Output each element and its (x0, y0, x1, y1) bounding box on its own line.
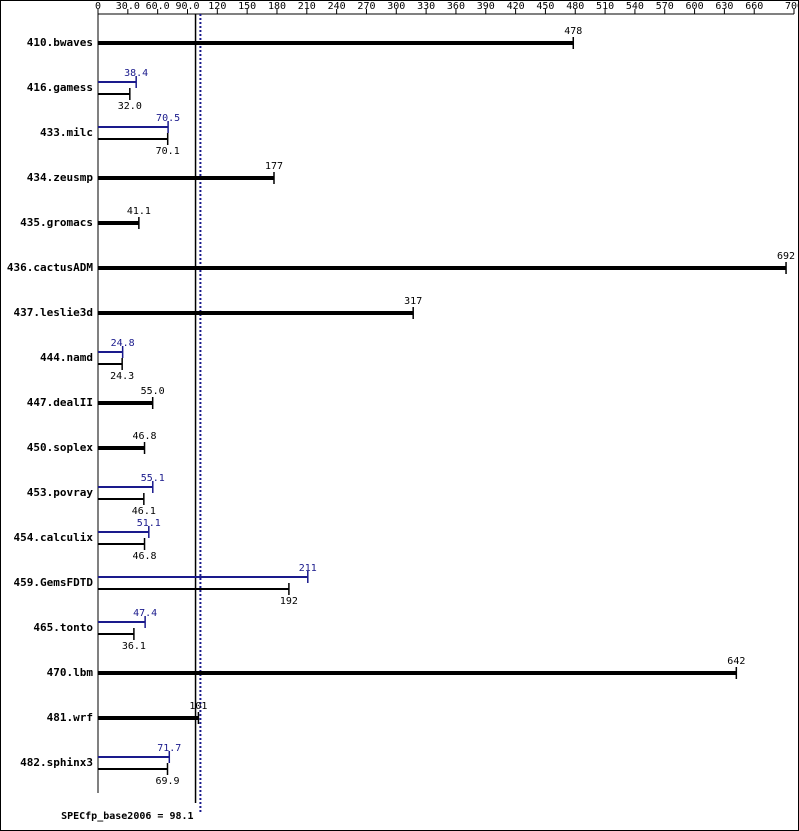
category-label: 433.milc (40, 126, 93, 139)
x-tick-label: 180 (268, 1, 286, 12)
value-label: 46.1 (132, 506, 156, 517)
value-label: 38.4 (124, 68, 148, 79)
value-label: 101 (189, 701, 207, 712)
category-label: 453.povray (27, 486, 94, 499)
value-label: 192 (280, 596, 298, 607)
category-label: 416.gamess (27, 81, 93, 94)
x-tick-label: 360 (447, 1, 465, 12)
x-tick-label: 390 (477, 1, 495, 12)
x-tick-label: 210 (298, 1, 316, 12)
value-label: 692 (777, 251, 795, 262)
x-tick-label: 510 (596, 1, 614, 12)
value-label: 46.8 (132, 551, 156, 562)
x-tick-label: 660 (745, 1, 763, 12)
reference-label: SPECfp_base2006 = 98.1 (61, 811, 193, 822)
value-label: 24.8 (111, 338, 135, 349)
category-label: 437.leslie3d (14, 306, 93, 319)
category-label: 447.dealII (27, 396, 93, 409)
category-label: 434.zeusmp (27, 171, 94, 184)
x-tick-label: 30.0 (116, 1, 140, 12)
x-tick-label: 630 (715, 1, 733, 12)
x-tick-label: 600 (686, 1, 704, 12)
category-label: 454.calculix (14, 531, 94, 544)
x-tick-label: 540 (626, 1, 644, 12)
x-tick-label: 120 (208, 1, 226, 12)
value-label: 177 (265, 161, 283, 172)
value-label: 642 (727, 656, 745, 667)
category-label: 465.tonto (33, 621, 93, 634)
value-label: 32.0 (118, 101, 142, 112)
category-label: 435.gromacs (20, 216, 93, 229)
x-tick-label: 330 (417, 1, 435, 12)
value-label: 70.1 (156, 146, 180, 157)
x-tick-label: 700 (785, 1, 799, 12)
x-tick-label: 450 (536, 1, 554, 12)
x-tick-label: 570 (656, 1, 674, 12)
value-label: 211 (299, 563, 317, 574)
x-tick-label: 300 (387, 1, 405, 12)
value-label: 51.1 (137, 518, 161, 529)
category-label: 459.GemsFDTD (14, 576, 94, 589)
category-label: 436.cactusADM (7, 261, 93, 274)
x-tick-label: 60.0 (146, 1, 170, 12)
x-tick-label: 420 (507, 1, 525, 12)
category-label: 470.lbm (47, 666, 94, 679)
x-tick-label: 90.0 (175, 1, 199, 12)
category-label: 481.wrf (47, 711, 93, 724)
value-label: 36.1 (122, 641, 146, 652)
category-label: 444.namd (40, 351, 93, 364)
value-label: 478 (564, 26, 582, 37)
category-label: 450.soplex (27, 441, 94, 454)
value-label: 69.9 (155, 776, 179, 787)
x-tick-label: 480 (566, 1, 584, 12)
value-label: 24.3 (110, 371, 134, 382)
x-tick-label: 0 (95, 1, 101, 12)
category-label: 410.bwaves (27, 36, 93, 49)
value-label: 70.5 (156, 113, 180, 124)
x-tick-label: 270 (357, 1, 375, 12)
x-tick-label: 240 (328, 1, 346, 12)
value-label: 41.1 (127, 206, 151, 217)
value-label: 71.7 (157, 743, 181, 754)
value-label: 47.4 (133, 608, 157, 619)
value-label: 55.1 (141, 473, 165, 484)
category-label: 482.sphinx3 (20, 756, 93, 769)
value-label: 55.0 (141, 386, 165, 397)
value-label: 46.8 (132, 431, 156, 442)
x-tick-label: 150 (238, 1, 256, 12)
value-label: 317 (404, 296, 422, 307)
